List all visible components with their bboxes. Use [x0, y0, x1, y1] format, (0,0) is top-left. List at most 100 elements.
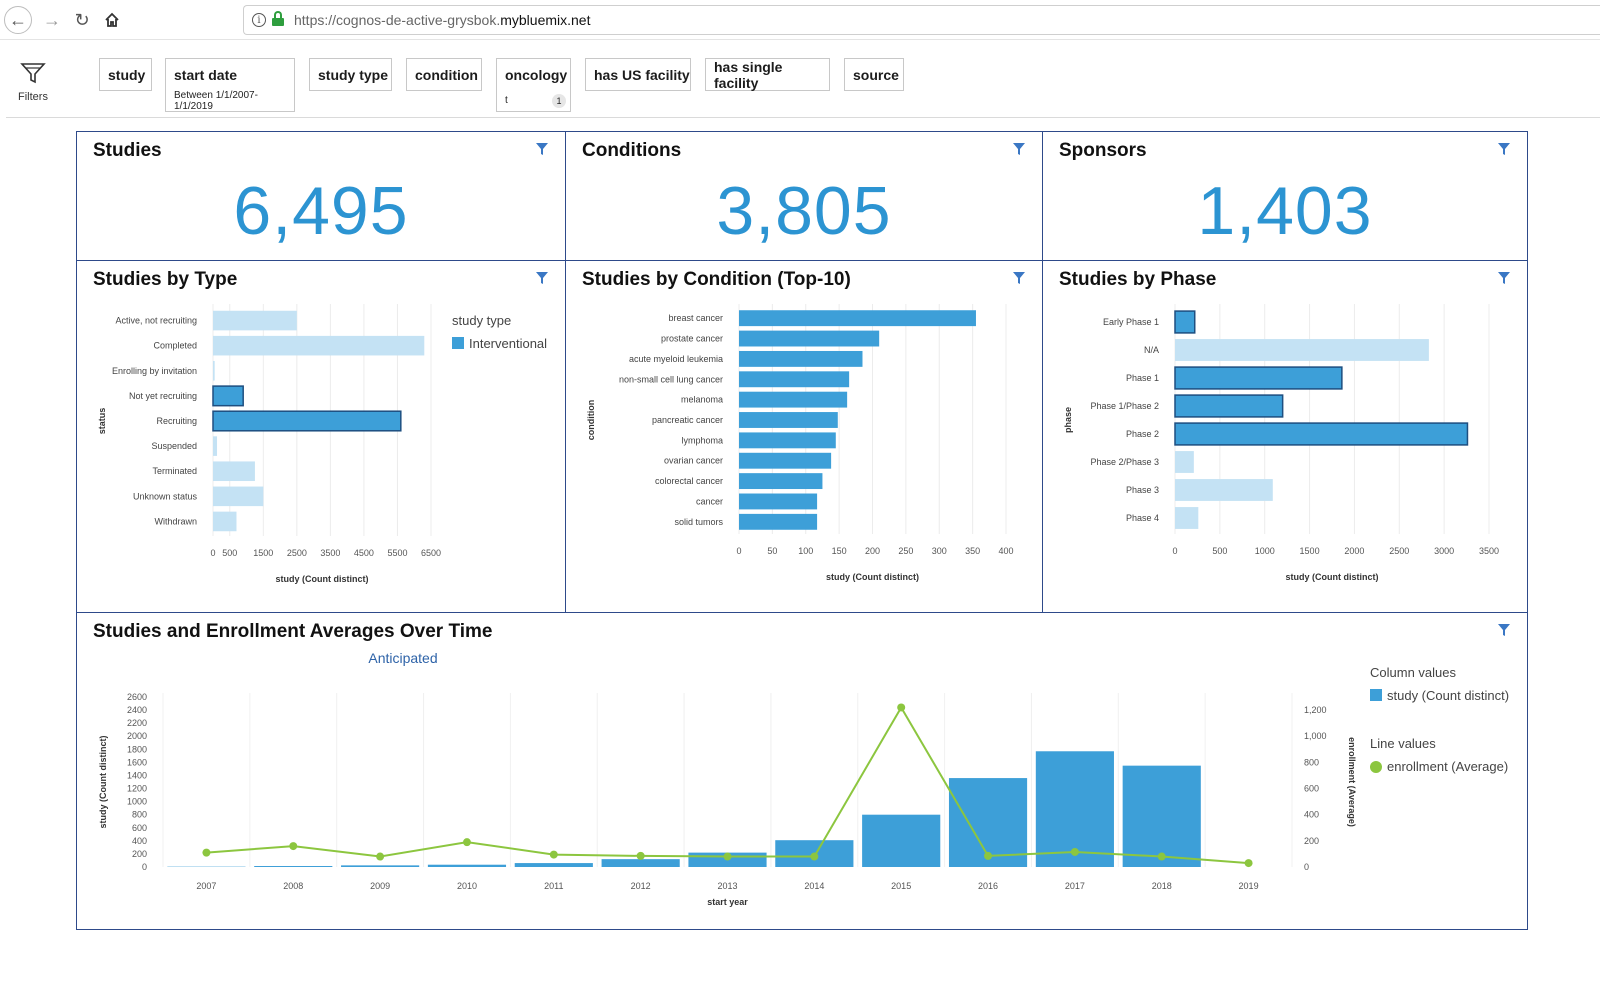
- legend-title: study type: [452, 313, 511, 328]
- filter-chip-source[interactable]: source: [844, 58, 904, 91]
- chart-title: Studies by Condition (Top-10): [582, 269, 851, 290]
- chart-title: Studies and Enrollment Averages Over Tim…: [93, 621, 493, 642]
- url-bar[interactable]: i https://cognos-de-active-grysbok. myblu…: [243, 5, 1600, 35]
- y-tick-label: 200: [132, 849, 147, 859]
- filter-chip-oncology[interactable]: oncology: [496, 58, 571, 91]
- filter-chip-study[interactable]: study: [99, 58, 152, 91]
- x-tick-label: 2014: [804, 881, 824, 891]
- line-point: [462, 838, 471, 847]
- filter-chip-start-date[interactable]: start date: [165, 58, 295, 91]
- legend-swatch: [1370, 761, 1382, 773]
- x-tick-label: 2009: [370, 881, 390, 891]
- legend-line-title: Line values: [1370, 736, 1436, 751]
- category-label: Not yet recruiting: [129, 391, 197, 401]
- category-label: Withdrawn: [154, 516, 197, 526]
- x-tick-label: 2008: [283, 881, 303, 891]
- bar: [213, 461, 255, 482]
- tile-filter-icon[interactable]: [535, 142, 549, 156]
- tile-filter-icon[interactable]: [1012, 142, 1026, 156]
- filter-funnel-icon: [20, 63, 46, 84]
- chip-label: has single facility: [714, 58, 783, 91]
- tile-studies-enrollment-over-time[interactable]: Studies and Enrollment Averages Over Tim…: [76, 612, 1528, 930]
- bar: [862, 814, 941, 867]
- x-tick-label: 1500: [253, 548, 273, 558]
- category-label: Enrolling by invitation: [112, 366, 197, 376]
- tile-studies[interactable]: Studies 6,495: [76, 131, 566, 261]
- lock-icon: [272, 11, 284, 26]
- tile-studies-by-condition[interactable]: Studies by Condition (Top-10) 0 50 100 150 2…: [565, 260, 1043, 613]
- filter-chip-has-us-facility[interactable]: has US facility: [585, 58, 691, 91]
- y-tick-label: 2600: [127, 692, 147, 702]
- bar: [739, 493, 818, 510]
- filter-chip-study-type[interactable]: study type: [309, 58, 392, 91]
- y-tick-label: 1400: [127, 770, 147, 780]
- y2-tick-label: 1,000: [1304, 731, 1327, 741]
- filter-value-start-date[interactable]: Between 1/1/2007-1/1/2019: [165, 90, 295, 112]
- browser-toolbar: ← → ↻ i https://cognos-de-active-grysbok…: [0, 0, 1600, 40]
- reload-icon[interactable]: ↻: [74, 9, 90, 30]
- info-icon[interactable]: i: [252, 13, 266, 27]
- bar: [254, 866, 333, 867]
- x-tick-label: 250: [898, 546, 913, 556]
- line-point: [549, 850, 558, 859]
- tile-filter-icon[interactable]: [1497, 623, 1511, 637]
- line-point: [723, 852, 732, 861]
- category-label: Unknown status: [133, 491, 198, 501]
- studies-by-type-chart: 0 500 1500 2500 3500 4500 5500 6500 Active, not …: [97, 304, 547, 584]
- y-tick-label: 2200: [127, 718, 147, 728]
- tile-studies-by-type[interactable]: Studies by Type 0 500 1500 2500 3500 4500 5500…: [76, 260, 566, 613]
- bar: [212, 385, 244, 407]
- line-point: [1157, 852, 1166, 861]
- filters-toggle[interactable]: Filters: [14, 62, 52, 103]
- tile-filter-icon[interactable]: [1497, 271, 1511, 285]
- x-tick-label: 2000: [1344, 546, 1364, 556]
- x-tick-label: 2017: [1065, 881, 1085, 891]
- y2-axis-title: enrollment (Average): [1347, 737, 1357, 827]
- tile-studies-by-phase[interactable]: Studies by Phase 0 500 1000 1500 2000 2500 300…: [1042, 260, 1528, 613]
- back-arrow-icon[interactable]: ←: [4, 6, 32, 34]
- bar: [1175, 339, 1429, 361]
- bar: [739, 473, 823, 490]
- filters-label: Filters: [18, 91, 48, 103]
- forward-arrow-icon[interactable]: →: [43, 9, 61, 30]
- filter-chip-condition[interactable]: condition: [406, 58, 482, 91]
- tile-sponsors[interactable]: Sponsors 1,403: [1042, 131, 1528, 261]
- tile-title: Sponsors: [1059, 140, 1147, 161]
- url-host: mybluemix.net: [500, 12, 591, 28]
- filter-count-badge: 1: [552, 94, 566, 108]
- bar: [739, 310, 976, 327]
- tile-filter-icon[interactable]: [1497, 142, 1511, 156]
- tile-filter-icon[interactable]: [535, 271, 549, 285]
- y-tick-label: 1600: [127, 757, 147, 767]
- home-icon[interactable]: [98, 6, 126, 34]
- bar: [213, 436, 218, 456]
- category-label: Phase 3: [1126, 485, 1159, 495]
- bar: [213, 310, 297, 331]
- filter-chip-has-single-facility[interactable]: has single facility: [705, 58, 830, 91]
- legend-line-item: enrollment (Average): [1387, 759, 1508, 774]
- bar: [739, 350, 863, 367]
- chip-label: study type: [318, 66, 389, 83]
- x-tick-label: 4500: [354, 548, 374, 558]
- category-label: cancer: [696, 496, 723, 506]
- studies-enrollment-chart: Anticipated 0 200 400 600 800 1000 1200 1400 1600…: [98, 650, 1509, 907]
- x-axis-title: study (Count distinct): [276, 574, 369, 584]
- tile-filter-icon[interactable]: [1012, 271, 1026, 285]
- y-axis-title: study (Count distinct): [98, 736, 108, 829]
- category-label: Phase 1/Phase 2: [1090, 401, 1159, 411]
- tile-conditions[interactable]: Conditions 3,805: [565, 131, 1043, 261]
- y-axis-title: status: [97, 408, 107, 435]
- y-tick-label: 2000: [127, 731, 147, 741]
- category-label: Terminated: [152, 466, 197, 476]
- bar: [739, 412, 838, 428]
- category-label: solid tumors: [674, 517, 723, 527]
- chip-value: t: [505, 95, 508, 106]
- x-tick-label: 100: [798, 546, 813, 556]
- chip-label: condition: [415, 66, 478, 83]
- x-tick-label: 3000: [1434, 546, 1454, 556]
- divider: [6, 117, 1600, 118]
- category-label: lymphoma: [681, 435, 723, 445]
- category-label: ovarian cancer: [664, 456, 723, 466]
- line-point: [289, 842, 298, 851]
